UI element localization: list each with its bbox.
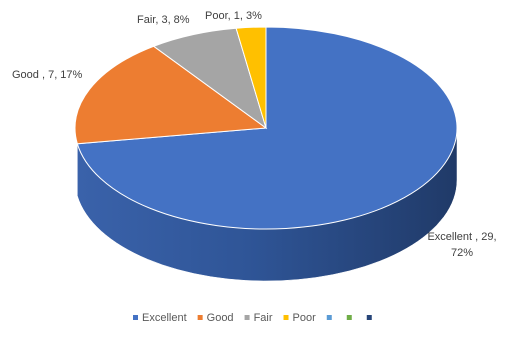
data-label-poor: Poor, 1, 3% xyxy=(205,10,262,22)
slice-excellent xyxy=(76,26,458,230)
legend-swatch-series-5 xyxy=(326,315,332,320)
legend-swatch-series-7 xyxy=(366,315,372,320)
slice-poor xyxy=(235,26,267,129)
data-label-good: Good , 7, 17% xyxy=(12,69,83,81)
legend-swatch-series-6 xyxy=(346,315,352,320)
legend-label-excellent: Excellent xyxy=(142,312,187,324)
legend-label-fair: Fair xyxy=(254,312,273,324)
legend-swatch-poor xyxy=(283,315,289,320)
legend-label-poor: Poor xyxy=(293,312,317,324)
data-label-fair: Fair, 3, 8% xyxy=(137,14,190,26)
legend-swatch-excellent xyxy=(133,315,138,320)
data-label-excellent: Excellent , 29, 72% xyxy=(427,231,496,259)
legend: Excellent Good Fair Poor xyxy=(133,312,372,324)
pie-slices-top xyxy=(74,26,458,230)
data-labels: Excellent , 29, 72% Good , 7, 17% Fair, 3, … xyxy=(12,10,497,259)
legend-swatch-fair xyxy=(244,315,250,320)
slice-good xyxy=(74,45,268,145)
legend-label-good: Good xyxy=(207,312,234,324)
legend-swatch-good xyxy=(197,315,203,320)
